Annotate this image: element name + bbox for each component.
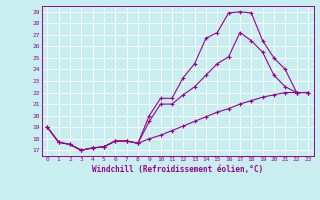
X-axis label: Windchill (Refroidissement éolien,°C): Windchill (Refroidissement éolien,°C) [92,165,263,174]
